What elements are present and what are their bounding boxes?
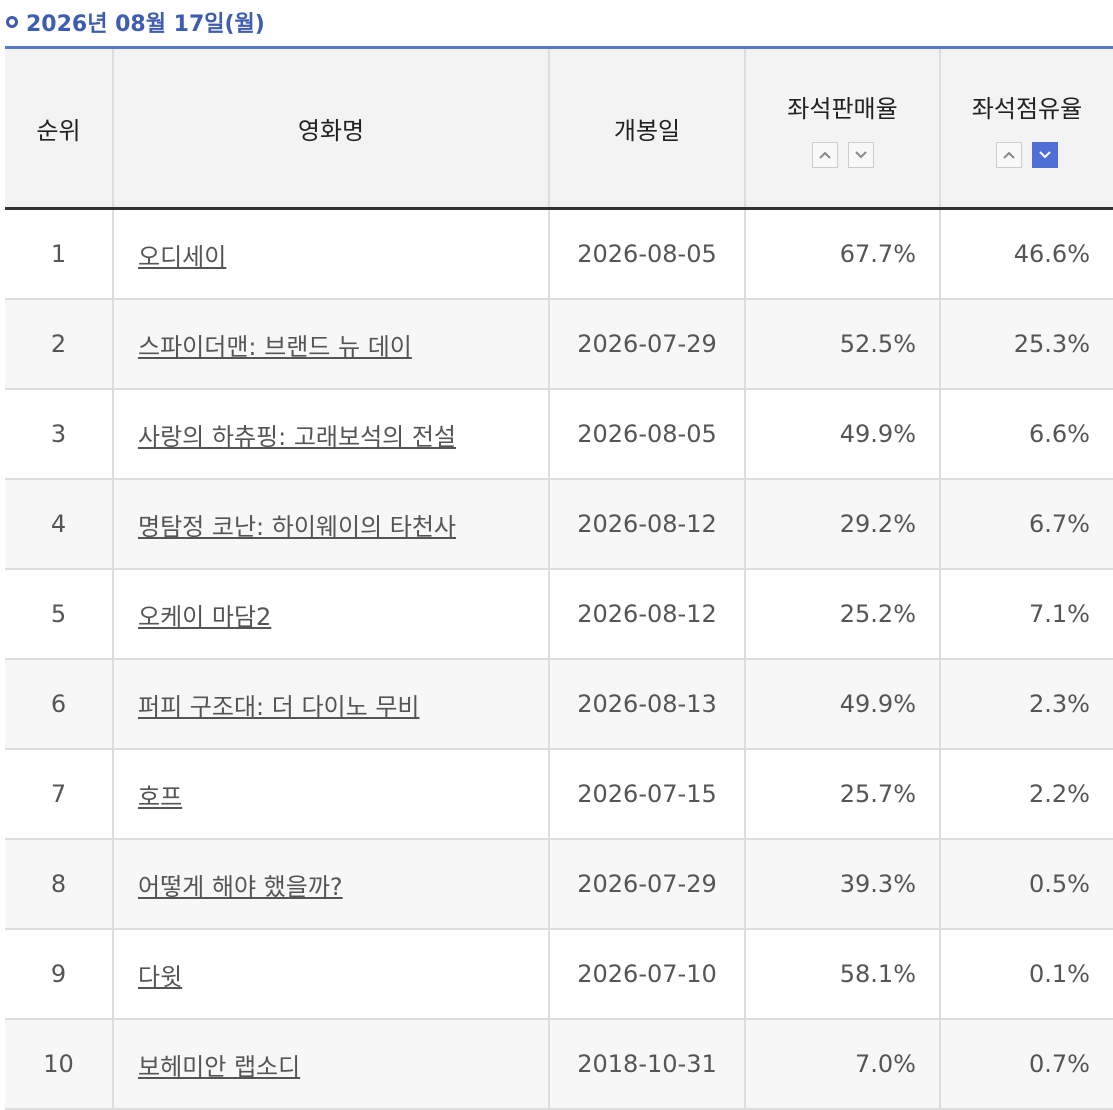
- movie-link[interactable]: 오케이 마담2: [138, 602, 272, 631]
- movie-link[interactable]: 스파이더맨: 브랜드 뉴 데이: [138, 332, 412, 361]
- bullet-icon: [6, 16, 18, 28]
- date-title: 2026년 08월 17일(월): [26, 12, 265, 37]
- seat-sales-rate-cell: 67.7%: [744, 208, 940, 300]
- table-row: 8 어떻게 해야 했을까? 2026-07-29 39.3% 0.5%: [5, 839, 1113, 930]
- movie-title-cell: 호프: [112, 749, 549, 840]
- table-body: 1 오디세이 2026-08-05 67.7% 46.6% 2 스파이더맨: 브랜드 뉴 데…: [5, 208, 1113, 1110]
- movie-link[interactable]: 보헤미안 랩소디: [138, 1052, 301, 1081]
- movie-title-cell: 오케이 마담2: [112, 569, 549, 660]
- rank-cell: 7: [5, 749, 113, 840]
- seat-sales-rate-cell: 25.7%: [744, 749, 940, 840]
- sort-descending[interactable]: [1032, 141, 1058, 168]
- seat-sales-rate-cell: 29.2%: [744, 479, 940, 570]
- movie-link[interactable]: 사랑의 하츄핑: 고래보석의 전설: [138, 422, 457, 451]
- seat-share-cell: 46.6%: [939, 208, 1113, 300]
- seat-sales-rate-cell: 49.9%: [744, 389, 940, 480]
- seat-share-cell: 7.1%: [939, 569, 1113, 660]
- date-heading: 2026년 08월 17일(월): [6, 6, 265, 38]
- rank-cell: 5: [5, 569, 113, 660]
- movie-title-cell: 스파이더맨: 브랜드 뉴 데이: [112, 299, 549, 390]
- movie-title-cell: 다윗: [112, 929, 549, 1020]
- movie-link[interactable]: 오디세이: [138, 242, 227, 271]
- rank-cell: 1: [5, 208, 113, 300]
- column-title: 개봉일: [613, 116, 681, 145]
- divider: [5, 46, 1113, 49]
- box-office-table: 순위 영화명 개봉일 좌석판매율 좌석점유율 1 오디세이 2026-08-05 67.7% 4…: [5, 49, 1113, 1110]
- table-row: 7 호프 2026-07-15 25.7% 2.2%: [5, 749, 1113, 840]
- release-date-cell: 2026-07-29: [548, 299, 745, 390]
- rank-cell: 6: [5, 659, 113, 750]
- column-header: 영화명: [112, 49, 549, 210]
- header-row: 순위 영화명 개봉일 좌석판매율 좌석점유율: [5, 49, 1113, 210]
- seat-share-cell: 2.3%: [939, 659, 1113, 750]
- column-header: 개봉일: [548, 49, 745, 210]
- table-row: 4 명탐정 코난: 하이웨이의 타천사 2026-08-12 29.2% 6.7%: [5, 479, 1113, 570]
- movie-link[interactable]: 어떻게 해야 했을까?: [138, 872, 343, 901]
- release-date-cell: 2018-10-31: [548, 1019, 745, 1110]
- movie-title-cell: 명탐정 코난: 하이웨이의 타천사: [112, 479, 549, 570]
- seat-share-cell: 25.3%: [939, 299, 1113, 390]
- seat-sales-rate-cell: 49.9%: [744, 659, 940, 750]
- column-title: 영화명: [297, 116, 365, 145]
- table-row: 9 다윗 2026-07-10 58.1% 0.1%: [5, 929, 1113, 1020]
- seat-sales-rate-cell: 52.5%: [744, 299, 940, 390]
- rank-cell: 10: [5, 1019, 113, 1110]
- rank-cell: 4: [5, 479, 113, 570]
- movie-link[interactable]: 호프: [138, 782, 183, 811]
- seat-share-cell: 0.7%: [939, 1019, 1113, 1110]
- release-date-cell: 2026-08-05: [548, 389, 745, 480]
- column-header: 좌석판매율: [744, 49, 940, 210]
- seat-sales-rate-cell: 25.2%: [744, 569, 940, 660]
- sort-ascending[interactable]: [811, 141, 838, 168]
- sort-ascending[interactable]: [996, 141, 1022, 168]
- column-title: 좌석점유율: [971, 94, 1083, 123]
- sort-controls: [746, 141, 939, 168]
- table-row: 1 오디세이 2026-08-05 67.7% 46.6%: [5, 208, 1113, 300]
- movie-link[interactable]: 명탐정 코난: 하이웨이의 타천사: [138, 512, 457, 541]
- movie-title-cell: 오디세이: [112, 208, 549, 300]
- column-title: 순위: [36, 116, 81, 145]
- column-header: 좌석점유율: [939, 49, 1113, 210]
- rank-cell: 3: [5, 389, 113, 480]
- seat-sales-rate-cell: 7.0%: [744, 1019, 940, 1110]
- rank-cell: 2: [5, 299, 113, 390]
- release-date-cell: 2026-07-29: [548, 839, 745, 930]
- rank-cell: 9: [5, 929, 113, 1020]
- movie-link[interactable]: 다윗: [138, 962, 183, 991]
- table-row: 2 스파이더맨: 브랜드 뉴 데이 2026-07-29 52.5% 25.3%: [5, 299, 1113, 390]
- sort-descending[interactable]: [847, 141, 874, 168]
- movie-title-cell: 퍼피 구조대: 더 다이노 무비: [112, 659, 549, 750]
- sort-controls: [941, 141, 1113, 168]
- table-row: 5 오케이 마담2 2026-08-12 25.2% 7.1%: [5, 569, 1113, 660]
- column-header: 순위: [5, 49, 113, 210]
- column-title: 좌석판매율: [787, 94, 898, 123]
- release-date-cell: 2026-08-12: [548, 479, 745, 570]
- seat-share-cell: 0.5%: [939, 839, 1113, 930]
- release-date-cell: 2026-08-05: [548, 208, 745, 300]
- release-date-cell: 2026-07-15: [548, 749, 745, 840]
- seat-sales-rate-cell: 39.3%: [744, 839, 940, 930]
- table-row: 3 사랑의 하츄핑: 고래보석의 전설 2026-08-05 49.9% 6.6%: [5, 389, 1113, 480]
- release-date-cell: 2026-08-12: [548, 569, 745, 660]
- release-date-cell: 2026-07-10: [548, 929, 745, 1020]
- seat-share-cell: 6.6%: [939, 389, 1113, 480]
- table-row: 6 퍼피 구조대: 더 다이노 무비 2026-08-13 49.9% 2.3%: [5, 659, 1113, 750]
- release-date-cell: 2026-08-13: [548, 659, 745, 750]
- movie-title-cell: 보헤미안 랩소디: [112, 1019, 549, 1110]
- movie-title-cell: 어떻게 해야 했을까?: [112, 839, 549, 930]
- table-row: 10 보헤미안 랩소디 2018-10-31 7.0% 0.7%: [5, 1019, 1113, 1110]
- movie-link[interactable]: 퍼피 구조대: 더 다이노 무비: [138, 692, 420, 721]
- movie-title-cell: 사랑의 하츄핑: 고래보석의 전설: [112, 389, 549, 480]
- seat-share-cell: 6.7%: [939, 479, 1113, 570]
- seat-share-cell: 2.2%: [939, 749, 1113, 840]
- seat-sales-rate-cell: 58.1%: [744, 929, 940, 1020]
- seat-share-cell: 0.1%: [939, 929, 1113, 1020]
- rank-cell: 8: [5, 839, 113, 930]
